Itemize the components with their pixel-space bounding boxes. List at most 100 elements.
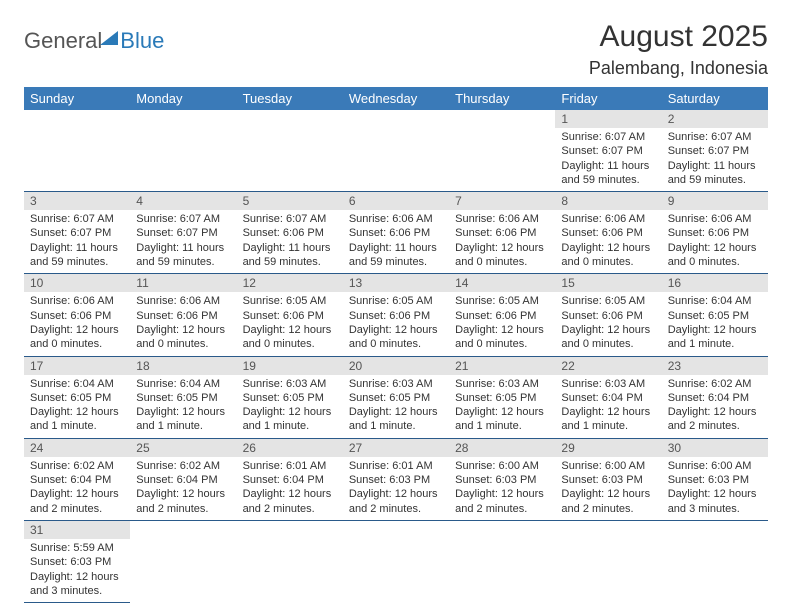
daylight-text: Daylight: 12 hours and 0 minutes. xyxy=(30,323,124,352)
sunrise-text: Sunrise: 6:00 AM xyxy=(668,459,762,473)
sunrise-text: Sunrise: 6:04 AM xyxy=(668,294,762,308)
day-number: 21 xyxy=(449,357,555,375)
calendar-cell: 19Sunrise: 6:03 AMSunset: 6:05 PMDayligh… xyxy=(237,356,343,438)
sunset-text: Sunset: 6:06 PM xyxy=(243,309,337,323)
calendar-cell: 29Sunrise: 6:00 AMSunset: 6:03 PMDayligh… xyxy=(555,438,661,520)
day-details: Sunrise: 6:06 AMSunset: 6:06 PMDaylight:… xyxy=(662,210,768,273)
daylight-text: Daylight: 12 hours and 1 minute. xyxy=(455,405,549,434)
sunrise-text: Sunrise: 6:07 AM xyxy=(30,212,124,226)
day-details xyxy=(662,539,768,545)
day-details: Sunrise: 6:00 AMSunset: 6:03 PMDaylight:… xyxy=(555,457,661,520)
day-details: Sunrise: 6:07 AMSunset: 6:07 PMDaylight:… xyxy=(24,210,130,273)
sunset-text: Sunset: 6:03 PM xyxy=(30,555,124,569)
sunset-text: Sunset: 6:03 PM xyxy=(561,473,655,487)
daylight-text: Daylight: 12 hours and 0 minutes. xyxy=(349,323,443,352)
day-details: Sunrise: 6:07 AMSunset: 6:07 PMDaylight:… xyxy=(555,128,661,191)
day-details: Sunrise: 6:04 AMSunset: 6:05 PMDaylight:… xyxy=(662,292,768,355)
daylight-text: Daylight: 12 hours and 0 minutes. xyxy=(668,241,762,270)
daylight-text: Daylight: 12 hours and 0 minutes. xyxy=(561,241,655,270)
sunset-text: Sunset: 6:06 PM xyxy=(561,226,655,240)
calendar-cell xyxy=(130,110,236,192)
sunset-text: Sunset: 6:03 PM xyxy=(668,473,762,487)
day-details: Sunrise: 6:02 AMSunset: 6:04 PMDaylight:… xyxy=(662,375,768,438)
daylight-text: Daylight: 12 hours and 0 minutes. xyxy=(136,323,230,352)
weekday-header: Wednesday xyxy=(343,87,449,110)
day-details: Sunrise: 6:02 AMSunset: 6:04 PMDaylight:… xyxy=(24,457,130,520)
sunset-text: Sunset: 6:06 PM xyxy=(30,309,124,323)
weekday-header: Thursday xyxy=(449,87,555,110)
day-details: Sunrise: 6:04 AMSunset: 6:05 PMDaylight:… xyxy=(24,375,130,438)
day-number: 27 xyxy=(343,439,449,457)
sunrise-text: Sunrise: 6:05 AM xyxy=(561,294,655,308)
daylight-text: Daylight: 12 hours and 1 minute. xyxy=(349,405,443,434)
day-details xyxy=(130,128,236,134)
weekday-header: Monday xyxy=(130,87,236,110)
sunrise-text: Sunrise: 6:06 AM xyxy=(668,212,762,226)
day-number: 10 xyxy=(24,274,130,292)
sunset-text: Sunset: 6:07 PM xyxy=(136,226,230,240)
day-number: 6 xyxy=(343,192,449,210)
calendar-cell: 9Sunrise: 6:06 AMSunset: 6:06 PMDaylight… xyxy=(662,192,768,274)
sunset-text: Sunset: 6:04 PM xyxy=(668,391,762,405)
day-number: 2 xyxy=(662,110,768,128)
calendar-cell: 27Sunrise: 6:01 AMSunset: 6:03 PMDayligh… xyxy=(343,438,449,520)
sunset-text: Sunset: 6:04 PM xyxy=(30,473,124,487)
day-number: 1 xyxy=(555,110,661,128)
sunrise-text: Sunrise: 6:00 AM xyxy=(561,459,655,473)
calendar-cell xyxy=(449,110,555,192)
logo-triangle-icon xyxy=(100,31,118,45)
calendar-cell xyxy=(449,520,555,602)
sunrise-text: Sunrise: 6:07 AM xyxy=(668,130,762,144)
sunrise-text: Sunrise: 6:02 AM xyxy=(668,377,762,391)
daylight-text: Daylight: 11 hours and 59 minutes. xyxy=(136,241,230,270)
day-details xyxy=(130,539,236,545)
calendar-table: Sunday Monday Tuesday Wednesday Thursday… xyxy=(24,87,768,603)
day-number xyxy=(24,110,130,128)
day-number: 26 xyxy=(237,439,343,457)
sunrise-text: Sunrise: 6:05 AM xyxy=(349,294,443,308)
day-number: 12 xyxy=(237,274,343,292)
calendar-cell: 12Sunrise: 6:05 AMSunset: 6:06 PMDayligh… xyxy=(237,274,343,356)
calendar-cell: 24Sunrise: 6:02 AMSunset: 6:04 PMDayligh… xyxy=(24,438,130,520)
daylight-text: Daylight: 12 hours and 2 minutes. xyxy=(455,487,549,516)
daylight-text: Daylight: 11 hours and 59 minutes. xyxy=(668,159,762,188)
calendar-week-row: 1Sunrise: 6:07 AMSunset: 6:07 PMDaylight… xyxy=(24,110,768,192)
calendar-week-row: 31Sunrise: 5:59 AMSunset: 6:03 PMDayligh… xyxy=(24,520,768,602)
day-number: 18 xyxy=(130,357,236,375)
daylight-text: Daylight: 11 hours and 59 minutes. xyxy=(349,241,443,270)
day-number xyxy=(237,521,343,539)
sunset-text: Sunset: 6:06 PM xyxy=(668,226,762,240)
calendar-cell: 8Sunrise: 6:06 AMSunset: 6:06 PMDaylight… xyxy=(555,192,661,274)
sunrise-text: Sunrise: 6:07 AM xyxy=(243,212,337,226)
weekday-header: Friday xyxy=(555,87,661,110)
day-number: 24 xyxy=(24,439,130,457)
sunset-text: Sunset: 6:06 PM xyxy=(455,309,549,323)
daylight-text: Daylight: 12 hours and 1 minute. xyxy=(243,405,337,434)
day-details: Sunrise: 6:06 AMSunset: 6:06 PMDaylight:… xyxy=(449,210,555,273)
calendar-cell: 22Sunrise: 6:03 AMSunset: 6:04 PMDayligh… xyxy=(555,356,661,438)
daylight-text: Daylight: 12 hours and 2 minutes. xyxy=(136,487,230,516)
calendar-cell: 30 Sunrise: 6:00 AMSunset: 6:03 PMDayligh… xyxy=(662,438,768,520)
day-details: Sunrise: 6:01 AMSunset: 6:04 PMDaylight:… xyxy=(237,457,343,520)
daylight-text: Daylight: 11 hours and 59 minutes. xyxy=(30,241,124,270)
weekday-header: Tuesday xyxy=(237,87,343,110)
day-number: 30 xyxy=(662,439,768,457)
sunset-text: Sunset: 6:03 PM xyxy=(349,473,443,487)
sunset-text: Sunset: 6:06 PM xyxy=(561,309,655,323)
title-block: August 2025 Palembang, Indonesia xyxy=(589,20,768,79)
sunset-text: Sunset: 6:06 PM xyxy=(243,226,337,240)
calendar-cell: 17Sunrise: 6:04 AMSunset: 6:05 PMDayligh… xyxy=(24,356,130,438)
sunrise-text: Sunrise: 6:00 AM xyxy=(455,459,549,473)
calendar-week-row: 24Sunrise: 6:02 AMSunset: 6:04 PMDayligh… xyxy=(24,438,768,520)
day-number: 9 xyxy=(662,192,768,210)
daylight-text: Daylight: 12 hours and 1 minute. xyxy=(561,405,655,434)
daylight-text: Daylight: 12 hours and 2 minutes. xyxy=(349,487,443,516)
day-details: Sunrise: 6:02 AMSunset: 6:04 PMDaylight:… xyxy=(130,457,236,520)
day-details xyxy=(449,539,555,545)
day-number xyxy=(237,110,343,128)
sunrise-text: Sunrise: 6:06 AM xyxy=(455,212,549,226)
daylight-text: Daylight: 11 hours and 59 minutes. xyxy=(561,159,655,188)
daylight-text: Daylight: 12 hours and 3 minutes. xyxy=(668,487,762,516)
weekday-header: Sunday xyxy=(24,87,130,110)
day-details: Sunrise: 6:07 AMSunset: 6:06 PMDaylight:… xyxy=(237,210,343,273)
